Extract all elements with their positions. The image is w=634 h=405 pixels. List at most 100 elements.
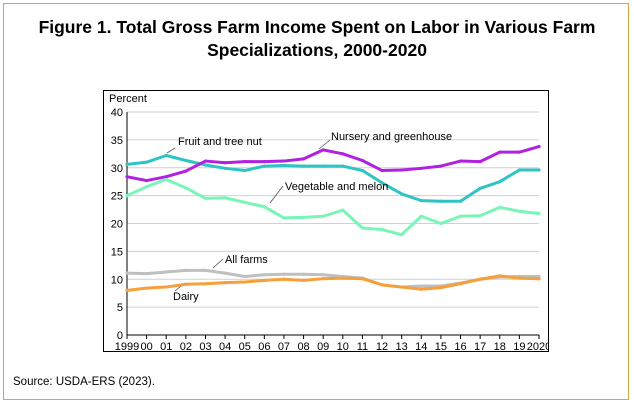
series-line-4 — [125, 274, 541, 292]
data-point — [203, 159, 208, 163]
data-point — [419, 284, 423, 288]
data-point — [164, 177, 168, 182]
data-point — [360, 168, 365, 173]
data-point — [498, 274, 502, 278]
data-point — [321, 273, 325, 277]
x-tick-label: 00 — [140, 341, 152, 352]
x-tick-label: 03 — [199, 341, 211, 352]
y-tick-label: 5 — [117, 302, 123, 314]
data-point — [400, 233, 404, 237]
data-point — [400, 192, 404, 196]
data-point — [321, 148, 325, 152]
data-point — [223, 161, 227, 165]
data-point — [478, 214, 482, 218]
x-tick-label: 2020 — [527, 341, 549, 352]
data-point — [341, 276, 345, 280]
data-point — [419, 199, 423, 203]
data-point — [223, 280, 227, 285]
data-point — [223, 271, 227, 275]
series-line-0 — [125, 153, 541, 203]
data-point — [203, 268, 208, 272]
data-point — [341, 208, 345, 212]
data-point — [145, 286, 149, 290]
data-point — [145, 185, 149, 189]
data-point — [301, 157, 306, 161]
data-point — [164, 285, 168, 289]
data-point — [282, 163, 286, 168]
chart-title: Figure 1. Total Gross Farm Income Spent … — [0, 16, 634, 62]
y-tick-label: 40 — [111, 107, 123, 119]
data-point — [203, 163, 208, 167]
data-point — [301, 164, 306, 168]
y-axis-label: Percent — [109, 93, 147, 105]
x-tick-label: 18 — [494, 341, 506, 352]
data-point — [301, 215, 306, 219]
x-tick-label: 13 — [396, 341, 408, 352]
x-tick-label: 09 — [317, 341, 329, 352]
y-tick-label: 25 — [111, 191, 123, 203]
source-note: Source: USDA-ERS (2023). — [13, 376, 155, 388]
data-point — [184, 186, 188, 190]
data-point — [125, 175, 129, 179]
x-tick-label: 19 — [513, 341, 525, 352]
annotation-leader — [269, 185, 284, 204]
chart-title-line1: Figure 1. Total Gross Farm Income Spent … — [38, 17, 596, 37]
data-point — [321, 277, 325, 281]
data-point — [243, 280, 247, 284]
data-point — [341, 152, 345, 156]
data-point — [184, 169, 188, 173]
data-point — [400, 285, 404, 289]
data-point — [321, 214, 325, 218]
data-point — [301, 272, 306, 276]
x-tick-label: 02 — [180, 341, 192, 352]
data-point — [262, 278, 266, 282]
data-point — [282, 277, 286, 281]
annotation-leader — [174, 285, 182, 292]
data-point — [262, 273, 266, 277]
data-point — [380, 228, 384, 232]
data-point — [537, 144, 541, 149]
data-point — [164, 153, 168, 158]
annotation-label: All farms — [225, 254, 268, 266]
data-point — [262, 160, 266, 164]
x-tick-label: 1999 — [115, 341, 139, 352]
x-tick-label: 10 — [337, 341, 349, 352]
data-point — [164, 175, 168, 179]
data-point — [380, 181, 384, 185]
data-point — [164, 270, 168, 274]
x-tick-label: 08 — [297, 341, 309, 352]
data-point — [262, 164, 266, 168]
chart-title-line2: Specializations, 2000-2020 — [207, 40, 427, 60]
x-tick-label: 06 — [258, 341, 270, 352]
data-point — [145, 160, 149, 164]
data-point — [478, 277, 482, 281]
data-point — [145, 272, 149, 276]
annotation-leader — [212, 258, 224, 269]
data-point — [498, 150, 502, 154]
data-point — [498, 205, 502, 209]
y-tick-label: 35 — [111, 135, 123, 147]
data-point — [282, 216, 286, 220]
data-point — [125, 194, 129, 198]
annotation-label: Vegetable and melon — [285, 181, 388, 193]
y-tick-label: 30 — [111, 163, 123, 175]
x-tick-label: 17 — [474, 341, 486, 352]
data-point — [301, 278, 306, 282]
data-point — [243, 274, 247, 279]
data-point — [223, 166, 227, 170]
data-point — [517, 168, 521, 172]
data-point — [537, 211, 541, 216]
x-tick-label: 14 — [415, 341, 427, 352]
data-point — [360, 277, 365, 281]
chart-panel: Percent 0 5 10 15 20 25 30 35 40 1999 00 01 02 03 04 05 0… — [103, 90, 549, 352]
data-point — [203, 196, 208, 201]
data-point — [478, 186, 482, 190]
data-point — [439, 221, 443, 226]
data-point — [458, 214, 463, 218]
x-tick-label: 12 — [376, 341, 388, 352]
data-point — [243, 168, 247, 173]
data-point — [360, 158, 365, 163]
data-point — [439, 164, 443, 168]
annotation-label: Fruit and tree nut — [178, 136, 262, 148]
